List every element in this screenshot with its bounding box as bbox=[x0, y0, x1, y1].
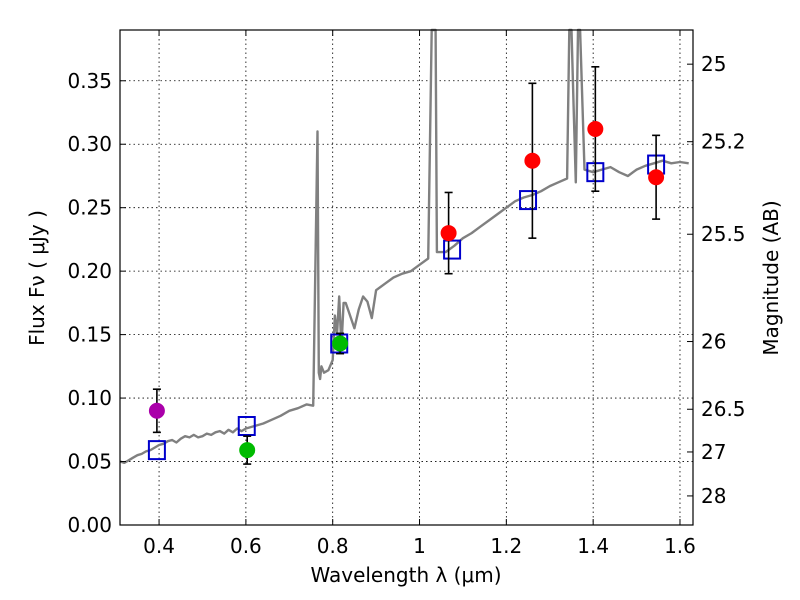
x-tick-label: 1.2 bbox=[490, 534, 522, 558]
red-data-point bbox=[648, 169, 665, 186]
mag-tick-label: 26 bbox=[701, 330, 726, 354]
mag-tick-label: 28 bbox=[701, 484, 726, 508]
mag-tick-label: 27 bbox=[701, 440, 726, 464]
mag-tick-label: 25.5 bbox=[701, 222, 746, 246]
model-square-marker bbox=[237, 416, 256, 436]
red-data-point bbox=[440, 225, 457, 242]
y-tick-label: 0.20 bbox=[67, 259, 112, 283]
mag-tick-label: 25 bbox=[701, 52, 726, 76]
y-tick-label: 0.15 bbox=[67, 323, 112, 347]
green-data-point bbox=[332, 335, 349, 352]
magenta-data-point bbox=[148, 402, 165, 419]
mag-tick-label: 25.2 bbox=[701, 130, 746, 154]
y-tick-label: 0.25 bbox=[67, 196, 112, 220]
labels-layer: 0.4 0.6 0.8 1 1.2 1.4 1.6 0.00 0.05 0.10 0.15 0.20 0… bbox=[67, 52, 745, 558]
x-tick-label: 0.6 bbox=[230, 534, 262, 558]
y-tick-label: 0.05 bbox=[67, 450, 112, 474]
plot-frame bbox=[119, 29, 694, 526]
red-data-point bbox=[587, 121, 604, 137]
y-tick-label: 0.00 bbox=[67, 513, 112, 537]
points-layer bbox=[147, 66, 666, 465]
y-tick-label: 0.30 bbox=[67, 132, 112, 156]
x-tick-label: 1 bbox=[413, 534, 426, 558]
x-tick-label: 0.8 bbox=[317, 534, 349, 558]
ticks-layer bbox=[120, 30, 693, 526]
x-tick-label: 1.6 bbox=[664, 534, 696, 558]
x-axis-label: Wavelength λ (μm) bbox=[310, 563, 501, 587]
x-tick-label: 1.4 bbox=[577, 534, 609, 558]
grid-layer bbox=[120, 30, 693, 526]
y2-axis-label: Magnitude (AB) bbox=[759, 200, 783, 355]
model-square-marker bbox=[443, 239, 462, 260]
model-square-marker bbox=[147, 440, 166, 461]
x-tick-label: 0.4 bbox=[143, 534, 175, 558]
mag-tick-label: 26.5 bbox=[701, 397, 746, 421]
green-data-point bbox=[239, 442, 256, 459]
red-data-point bbox=[524, 152, 541, 169]
y-axis-label: Flux Fν ( μJy ) bbox=[25, 210, 49, 346]
y-tick-label: 0.35 bbox=[67, 69, 112, 93]
model-square-marker bbox=[519, 190, 538, 211]
y-tick-label: 0.10 bbox=[67, 386, 112, 410]
